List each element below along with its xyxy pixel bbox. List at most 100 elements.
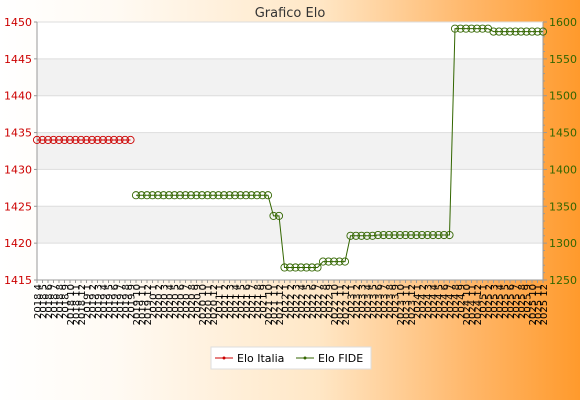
data-point[interactable] [379, 230, 388, 240]
data-point[interactable] [445, 230, 454, 240]
x-tick-label: 2021 2 [220, 284, 231, 319]
data-point[interactable] [456, 24, 465, 33]
data-point[interactable] [472, 24, 482, 33]
data-point[interactable] [285, 263, 295, 272]
data-point[interactable] [357, 231, 366, 240]
data-point[interactable] [137, 191, 146, 200]
data-point[interactable] [318, 257, 328, 266]
data-point[interactable] [274, 211, 284, 220]
data-point[interactable] [346, 231, 355, 240]
data-point[interactable] [120, 135, 130, 144]
legend-label-italia[interactable]: Elo Italia [237, 352, 284, 365]
data-point[interactable] [313, 263, 322, 272]
data-point[interactable] [538, 27, 548, 36]
data-point[interactable] [93, 135, 102, 144]
data-point[interactable] [428, 230, 438, 240]
data-point[interactable] [104, 135, 113, 144]
data-point[interactable] [263, 191, 273, 200]
data-point[interactable] [439, 230, 449, 240]
data-point[interactable] [373, 230, 383, 240]
data-point[interactable] [236, 191, 245, 200]
data-point[interactable] [87, 135, 97, 144]
x-tick-label: 2018 9 [61, 284, 72, 319]
data-point[interactable] [368, 231, 377, 240]
data-point[interactable] [186, 191, 196, 200]
data-point[interactable] [412, 230, 421, 240]
data-point[interactable] [461, 24, 471, 33]
data-point[interactable] [406, 230, 416, 240]
data-point[interactable] [197, 191, 207, 200]
data-point[interactable] [241, 191, 251, 200]
data-point[interactable] [214, 191, 223, 200]
data-point[interactable] [109, 135, 119, 144]
data-point[interactable] [153, 191, 163, 200]
data-point[interactable] [324, 257, 333, 266]
data-point[interactable] [395, 230, 405, 240]
data-point[interactable] [478, 24, 487, 33]
data-point[interactable] [175, 191, 185, 200]
x-tick-label: 2024 4 [429, 284, 440, 319]
data-point[interactable] [32, 135, 42, 144]
data-point[interactable] [115, 135, 124, 144]
data-point[interactable] [280, 263, 289, 272]
data-point[interactable] [49, 135, 58, 144]
legend-label-fide[interactable]: Elo FIDE [318, 352, 363, 365]
data-point[interactable] [351, 231, 361, 240]
data-point[interactable] [54, 135, 64, 144]
data-point[interactable] [362, 231, 372, 240]
data-point[interactable] [390, 230, 399, 240]
data-point[interactable] [65, 135, 75, 144]
data-point[interactable] [417, 230, 427, 240]
data-point[interactable] [164, 191, 174, 200]
data-point[interactable] [43, 135, 53, 144]
data-point[interactable] [434, 230, 443, 240]
data-point[interactable] [307, 263, 317, 272]
data-point[interactable] [76, 135, 86, 144]
data-point[interactable] [489, 27, 498, 36]
data-point[interactable] [494, 27, 504, 36]
data-point[interactable] [522, 27, 531, 36]
data-point[interactable] [126, 135, 135, 144]
data-point[interactable] [500, 27, 509, 36]
data-point[interactable] [401, 230, 410, 240]
data-point[interactable] [131, 191, 141, 200]
data-point[interactable] [340, 257, 350, 266]
data-point[interactable] [329, 257, 339, 266]
data-point[interactable] [208, 191, 218, 200]
data-point[interactable] [258, 191, 267, 200]
data-point[interactable] [450, 24, 460, 33]
data-point[interactable] [467, 24, 476, 33]
x-tick-label: 2023 1 [347, 284, 358, 319]
data-point[interactable] [159, 191, 168, 200]
data-point[interactable] [291, 263, 300, 272]
data-point[interactable] [511, 27, 520, 36]
data-point[interactable] [527, 27, 537, 36]
data-point[interactable] [225, 191, 234, 200]
data-point[interactable] [82, 135, 91, 144]
data-point[interactable] [148, 191, 157, 200]
data-point[interactable] [192, 191, 201, 200]
left-tick-label: 1435 [4, 127, 32, 140]
data-point[interactable] [203, 191, 212, 200]
data-point[interactable] [302, 263, 311, 272]
data-point[interactable] [335, 257, 344, 266]
data-point[interactable] [533, 27, 542, 36]
data-point[interactable] [98, 135, 108, 144]
data-point[interactable] [384, 230, 394, 240]
data-point[interactable] [219, 191, 229, 200]
data-point[interactable] [142, 191, 152, 200]
data-point[interactable] [71, 135, 80, 144]
data-point[interactable] [296, 263, 306, 272]
data-point[interactable] [505, 27, 515, 36]
data-point[interactable] [269, 211, 278, 220]
data-point[interactable] [170, 191, 179, 200]
data-point[interactable] [247, 191, 256, 200]
data-point[interactable] [252, 191, 262, 200]
data-point[interactable] [60, 135, 69, 144]
data-point[interactable] [516, 27, 526, 36]
data-point[interactable] [423, 230, 432, 240]
data-point[interactable] [181, 191, 190, 200]
data-point[interactable] [230, 191, 240, 200]
data-point[interactable] [38, 135, 47, 144]
x-tick-label: 2020 5 [171, 284, 182, 319]
